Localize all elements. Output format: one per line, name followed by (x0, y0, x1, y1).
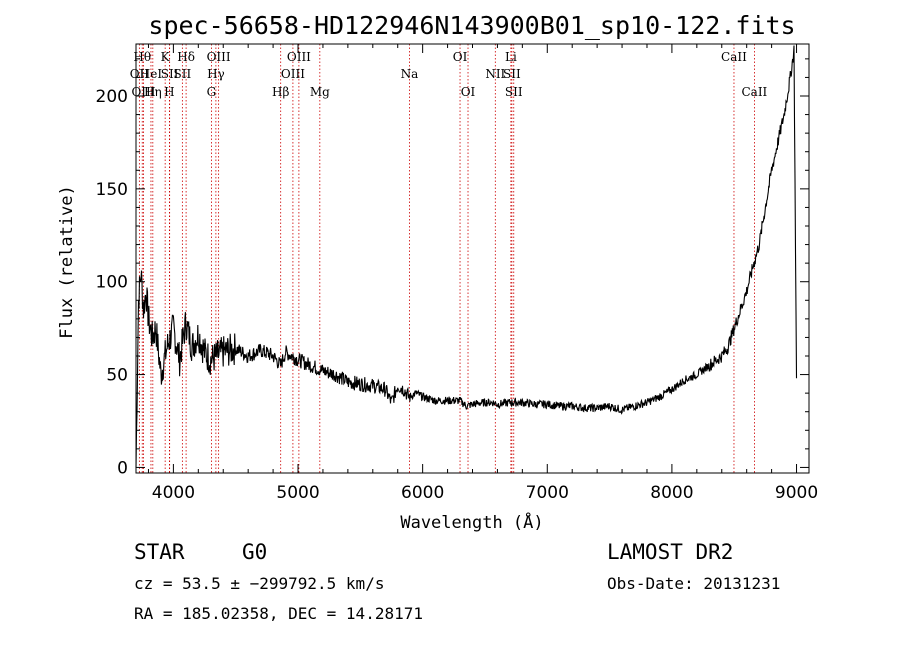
line-label: Mg (310, 85, 330, 99)
x-tick-label: 6000 (401, 483, 444, 503)
y-axis-label: Flux (relative) (57, 185, 77, 339)
line-label: Na (401, 67, 419, 81)
line-label: CaII (741, 85, 767, 99)
spectral-line-markers (138, 44, 755, 473)
spectrum-line (135, 45, 798, 468)
line-label: SII (503, 67, 521, 81)
line-label: Hβ (272, 85, 289, 99)
line-label: CaII (721, 50, 747, 64)
y-tick-label: 0 (117, 458, 128, 478)
object-subclass: G0 (242, 540, 267, 564)
line-label: Li (505, 50, 517, 64)
line-label: OIII (287, 50, 311, 64)
line-label: OIII (207, 50, 231, 64)
line-label: NII (485, 67, 505, 81)
x-tick-label: 8000 (650, 483, 693, 503)
x-tick-label: 5000 (276, 483, 319, 503)
y-tick-label: 150 (96, 180, 128, 200)
redshift-info: cz = 53.5 ± −299792.5 km/s (134, 574, 384, 593)
line-label: HeI (140, 67, 163, 81)
x-axis-ticks: 4000 5000 6000 7000 8000 9000 (147, 44, 818, 503)
y-tick-label: 100 (96, 273, 128, 293)
line-label: Hγ (207, 67, 225, 81)
line-label: G (207, 85, 217, 99)
y-axis-ticks: 0 50 100 150 200 (96, 58, 809, 478)
coordinates: RA = 185.02358, DEC = 14.28171 (134, 604, 423, 623)
plot-frame (135, 43, 810, 474)
y-tick-label: 200 (96, 87, 128, 107)
line-label: Hθ (133, 50, 151, 64)
x-tick-label: 9000 (775, 483, 818, 503)
line-label: SII (174, 67, 192, 81)
line-label: OII (130, 67, 150, 81)
line-label: SII (161, 67, 179, 81)
x-axis-label: Wavelength (Å) (400, 511, 543, 533)
object-class: STAR (134, 540, 185, 564)
line-label: K (161, 50, 171, 64)
chart-title: spec-56658-HD122946N143900B01_sp10-122.f… (148, 11, 795, 40)
survey-name: LAMOST DR2 (607, 540, 733, 564)
y-tick-label: 50 (106, 366, 128, 386)
observation-date: Obs-Date: 20131231 (607, 574, 780, 593)
line-label: OIII (281, 67, 305, 81)
line-label: SII (505, 85, 523, 99)
x-tick-label: 4000 (152, 483, 195, 503)
line-label: OI (453, 50, 468, 64)
line-label: Hδ (177, 50, 195, 64)
line-label: OI (461, 85, 476, 99)
line-label: Hη (144, 85, 162, 99)
line-label: H (164, 85, 174, 99)
x-tick-label: 7000 (526, 483, 569, 503)
